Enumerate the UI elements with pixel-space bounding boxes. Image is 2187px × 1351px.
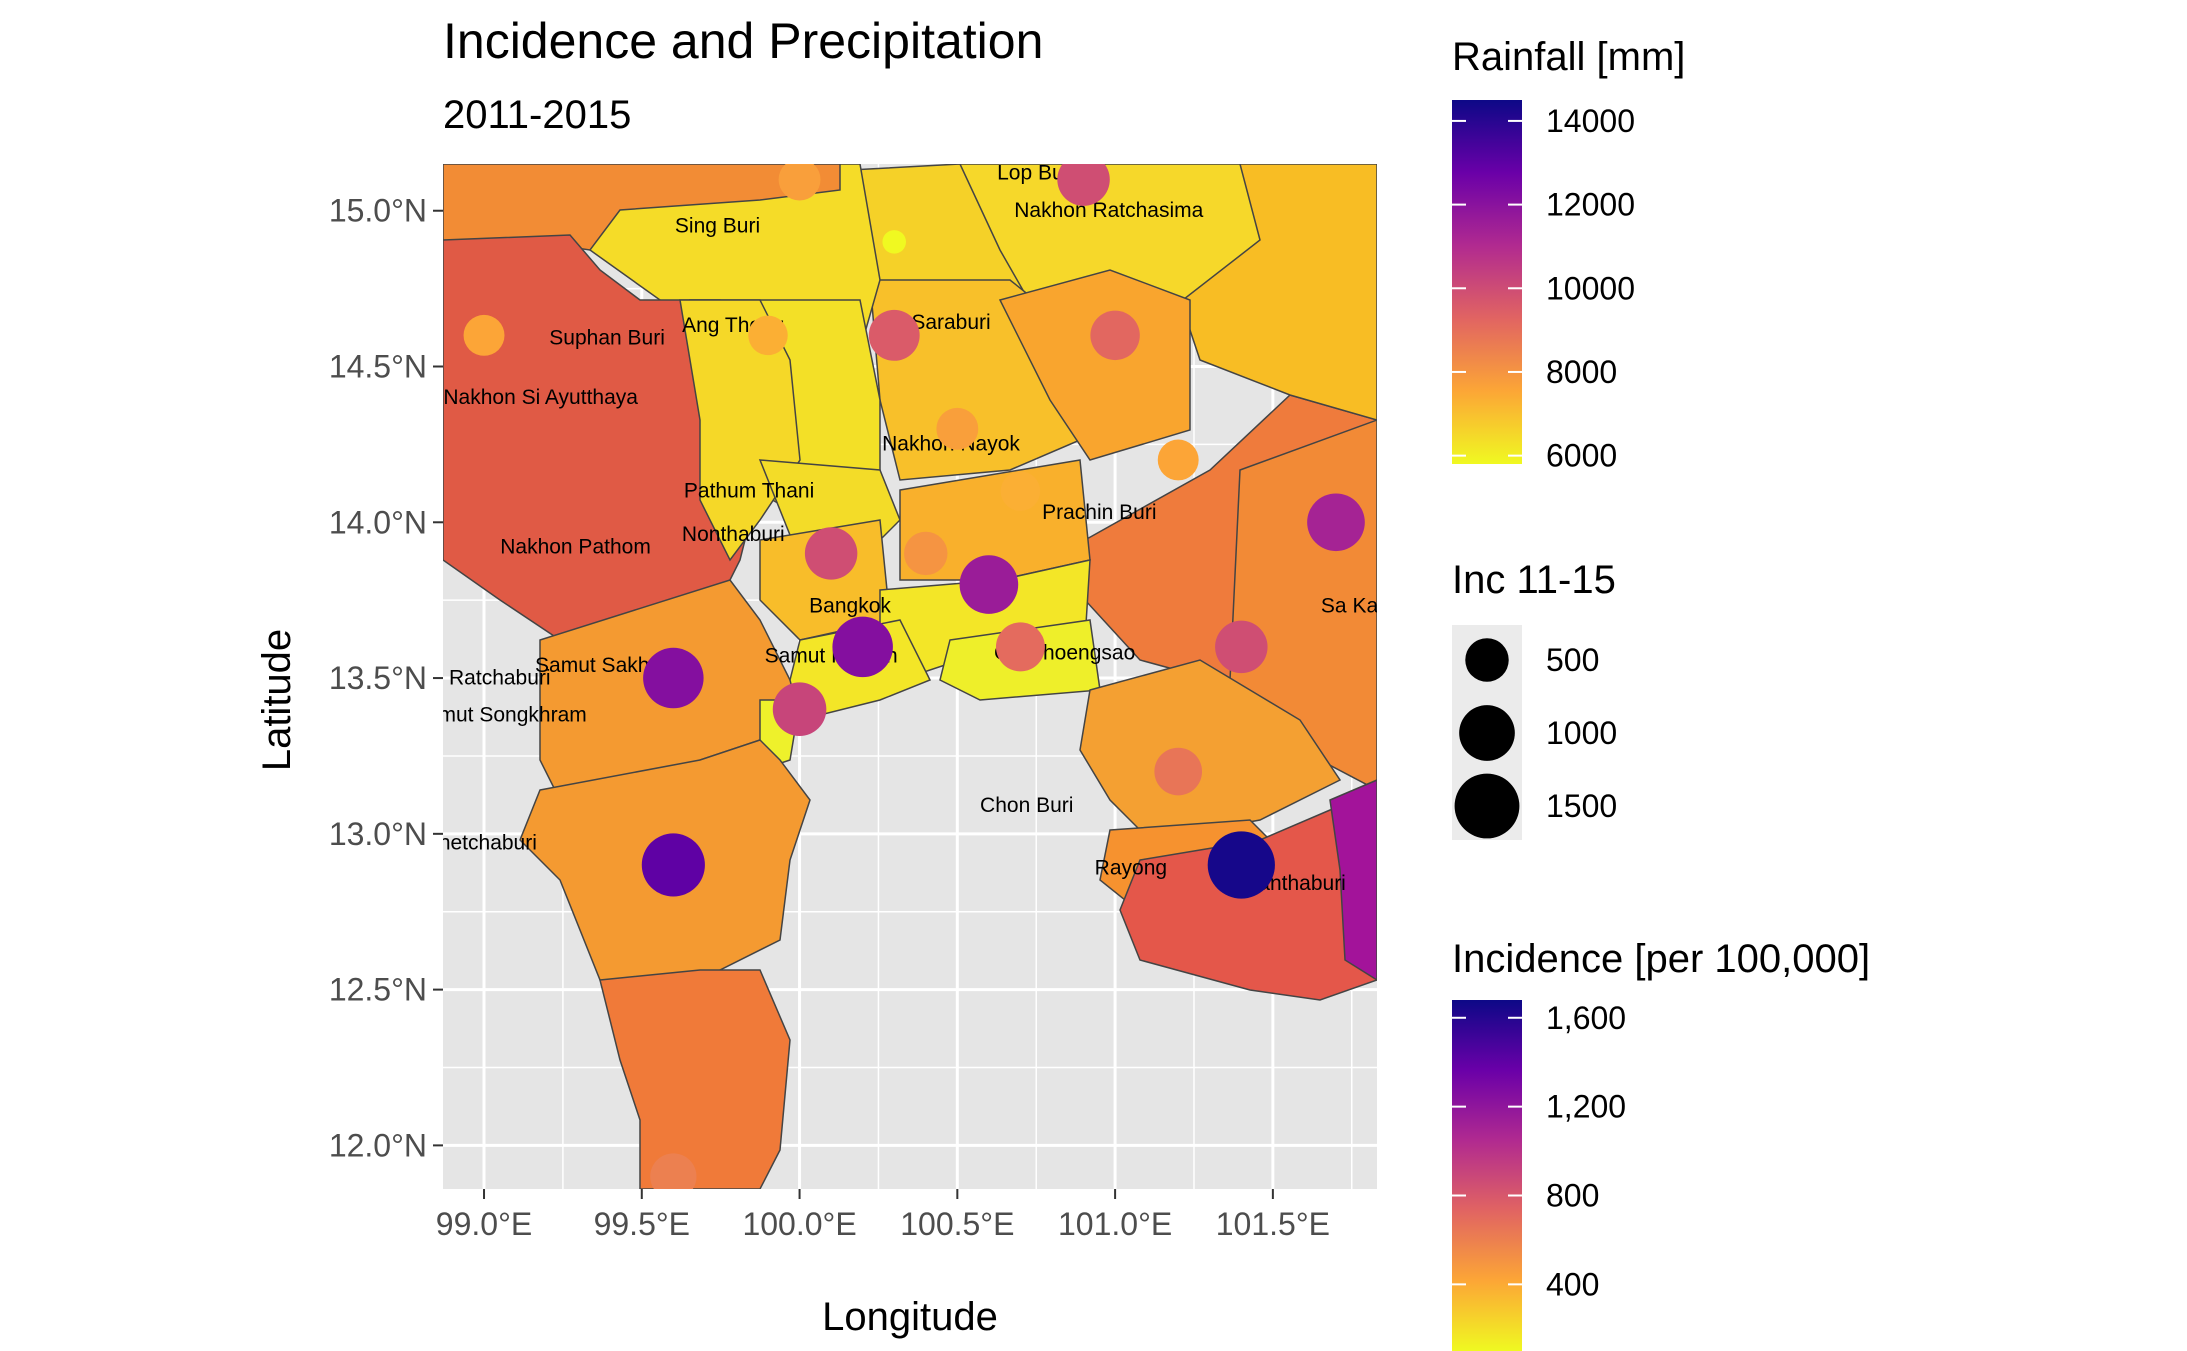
incidence-tick-label: 400 bbox=[1546, 1266, 1599, 1302]
x-tick-label: 100.5°E bbox=[900, 1206, 1014, 1242]
y-tick-label: 13.0°N bbox=[329, 816, 427, 852]
incidence-point bbox=[936, 407, 979, 450]
rainfall-legend-title: Rainfall [mm] bbox=[1452, 35, 1685, 79]
province-label: Chai Nat bbox=[632, 143, 714, 166]
region-prachin-buri bbox=[998, 269, 1191, 461]
x-axis: 99.0°E 99.5°E 100.0°E 100.5°E 101.0°E 101.5°E bbox=[436, 1189, 1330, 1242]
y-tick-label: 13.5°N bbox=[329, 660, 427, 696]
x-tick-label: 100.0°E bbox=[742, 1206, 856, 1242]
incidence-legend-title: Incidence [per 100,000] bbox=[1452, 937, 1870, 981]
incidence-point bbox=[1154, 747, 1203, 796]
province-label: Suphan Buri bbox=[549, 327, 665, 350]
rainfall-colorbar bbox=[1452, 100, 1522, 464]
region-trat bbox=[1329, 779, 1377, 981]
province-label: Rayong bbox=[1095, 856, 1167, 879]
province-label: Sa Kaeo bbox=[1321, 595, 1402, 618]
x-tick-label: 101.0°E bbox=[1058, 1206, 1172, 1242]
y-axis: 15.0°N 14.5°N 14.0°N 13.5°N 13.0°N 12.5°N 12.0… bbox=[329, 193, 443, 1163]
province-label: Prachin Buri bbox=[1042, 501, 1156, 524]
province-label: Chon Buri bbox=[980, 794, 1073, 817]
incidence-point bbox=[1057, 164, 1110, 206]
incidence-point bbox=[904, 531, 948, 576]
incidence-point bbox=[804, 527, 858, 580]
incidence-point bbox=[995, 622, 1045, 672]
incidence-point bbox=[748, 315, 788, 356]
province-label: Lop Buri bbox=[997, 162, 1075, 185]
incidence-point bbox=[1207, 831, 1275, 899]
size-legend-label: 1500 bbox=[1546, 788, 1617, 824]
incidence-point bbox=[868, 309, 920, 361]
x-axis-title: Longitude bbox=[822, 1295, 998, 1339]
province-label: Pathum Thani bbox=[684, 479, 814, 502]
province-label: Nonthaburi bbox=[682, 523, 785, 546]
incidence-point bbox=[641, 833, 705, 897]
x-tick-label: 99.0°E bbox=[436, 1206, 532, 1242]
size-legend-key bbox=[1454, 773, 1520, 839]
incidence-tick-label: 800 bbox=[1546, 1177, 1599, 1213]
incidence-point bbox=[1307, 493, 1365, 552]
map-title: Incidence and Precipitation bbox=[443, 13, 1043, 69]
y-axis-title: Latitude bbox=[255, 629, 299, 771]
y-tick-label: 12.5°N bbox=[329, 972, 427, 1008]
incidence-points bbox=[463, 164, 1365, 1189]
incidence-point bbox=[772, 682, 827, 736]
incidence-point bbox=[1000, 471, 1041, 511]
rainfall-tick-label: 10000 bbox=[1546, 270, 1635, 306]
size-legend-key bbox=[1465, 638, 1509, 682]
incidence-colorbar bbox=[1452, 1000, 1522, 1351]
y-tick-label: 14.0°N bbox=[329, 504, 427, 540]
incidence-point bbox=[832, 616, 893, 678]
incidence-tick-label: 1,200 bbox=[1546, 1089, 1626, 1125]
rainfall-tick-label: 6000 bbox=[1546, 438, 1617, 474]
y-tick-label: 14.5°N bbox=[329, 349, 427, 385]
incidence-point bbox=[959, 555, 1019, 614]
incidence-point bbox=[1090, 310, 1140, 361]
x-tick-label: 99.5°E bbox=[594, 1206, 690, 1242]
region-chon-buri bbox=[1079, 659, 1342, 841]
rainfall-tick-label: 8000 bbox=[1546, 354, 1617, 390]
province-label: Nakhon Ratchasima bbox=[1014, 199, 1203, 222]
incidence-point bbox=[778, 164, 821, 201]
size-legend-label: 500 bbox=[1546, 642, 1599, 678]
size-legend-title: Inc 11-15 bbox=[1452, 558, 1616, 602]
size-legend-label: 1000 bbox=[1546, 715, 1617, 751]
province-label: Nakhon Pathom bbox=[500, 535, 651, 558]
region-chanthaburi bbox=[1119, 799, 1377, 1001]
incidence-point bbox=[1215, 620, 1268, 674]
incidence-legend: Incidence [per 100,000] 1,600 1,200 800 400 bbox=[1452, 937, 1870, 1351]
size-legend-key bbox=[1459, 705, 1515, 761]
province-label: Sing Buri bbox=[675, 215, 760, 238]
incidence-point bbox=[882, 230, 907, 254]
map-subtitle: 2011-2015 bbox=[443, 93, 631, 137]
y-tick-label: 12.0°N bbox=[329, 1127, 427, 1163]
province-label: Samut Songkhram bbox=[413, 704, 587, 727]
y-tick-label: 15.0°N bbox=[329, 193, 427, 229]
incidence-point bbox=[463, 314, 505, 356]
incidence-point bbox=[1157, 439, 1199, 481]
province-label: Samut Sakhon bbox=[535, 654, 673, 677]
rainfall-legend: Rainfall [mm] 14000 12000 10000 8000 6000 bbox=[1452, 35, 1685, 474]
region-south bbox=[599, 969, 791, 1189]
x-tick-label: 101.5°E bbox=[1216, 1206, 1330, 1242]
province-label: Bangkok bbox=[809, 595, 891, 618]
province-label: Saraburi bbox=[911, 311, 990, 334]
size-legend: Inc 11-15 500 1000 1500 bbox=[1452, 558, 1617, 840]
province-label: Ratchaburi bbox=[449, 666, 551, 689]
province-label: Phetchaburi bbox=[425, 831, 537, 854]
province-label: Phra Nakhon Si Ayutthaya bbox=[393, 386, 638, 409]
rainfall-tick-label: 12000 bbox=[1546, 187, 1635, 223]
rainfall-tick-label: 14000 bbox=[1546, 103, 1635, 139]
incidence-tick-label: 1,600 bbox=[1546, 1000, 1626, 1036]
incidence-point bbox=[650, 1153, 697, 1189]
incidence-point bbox=[643, 647, 704, 709]
